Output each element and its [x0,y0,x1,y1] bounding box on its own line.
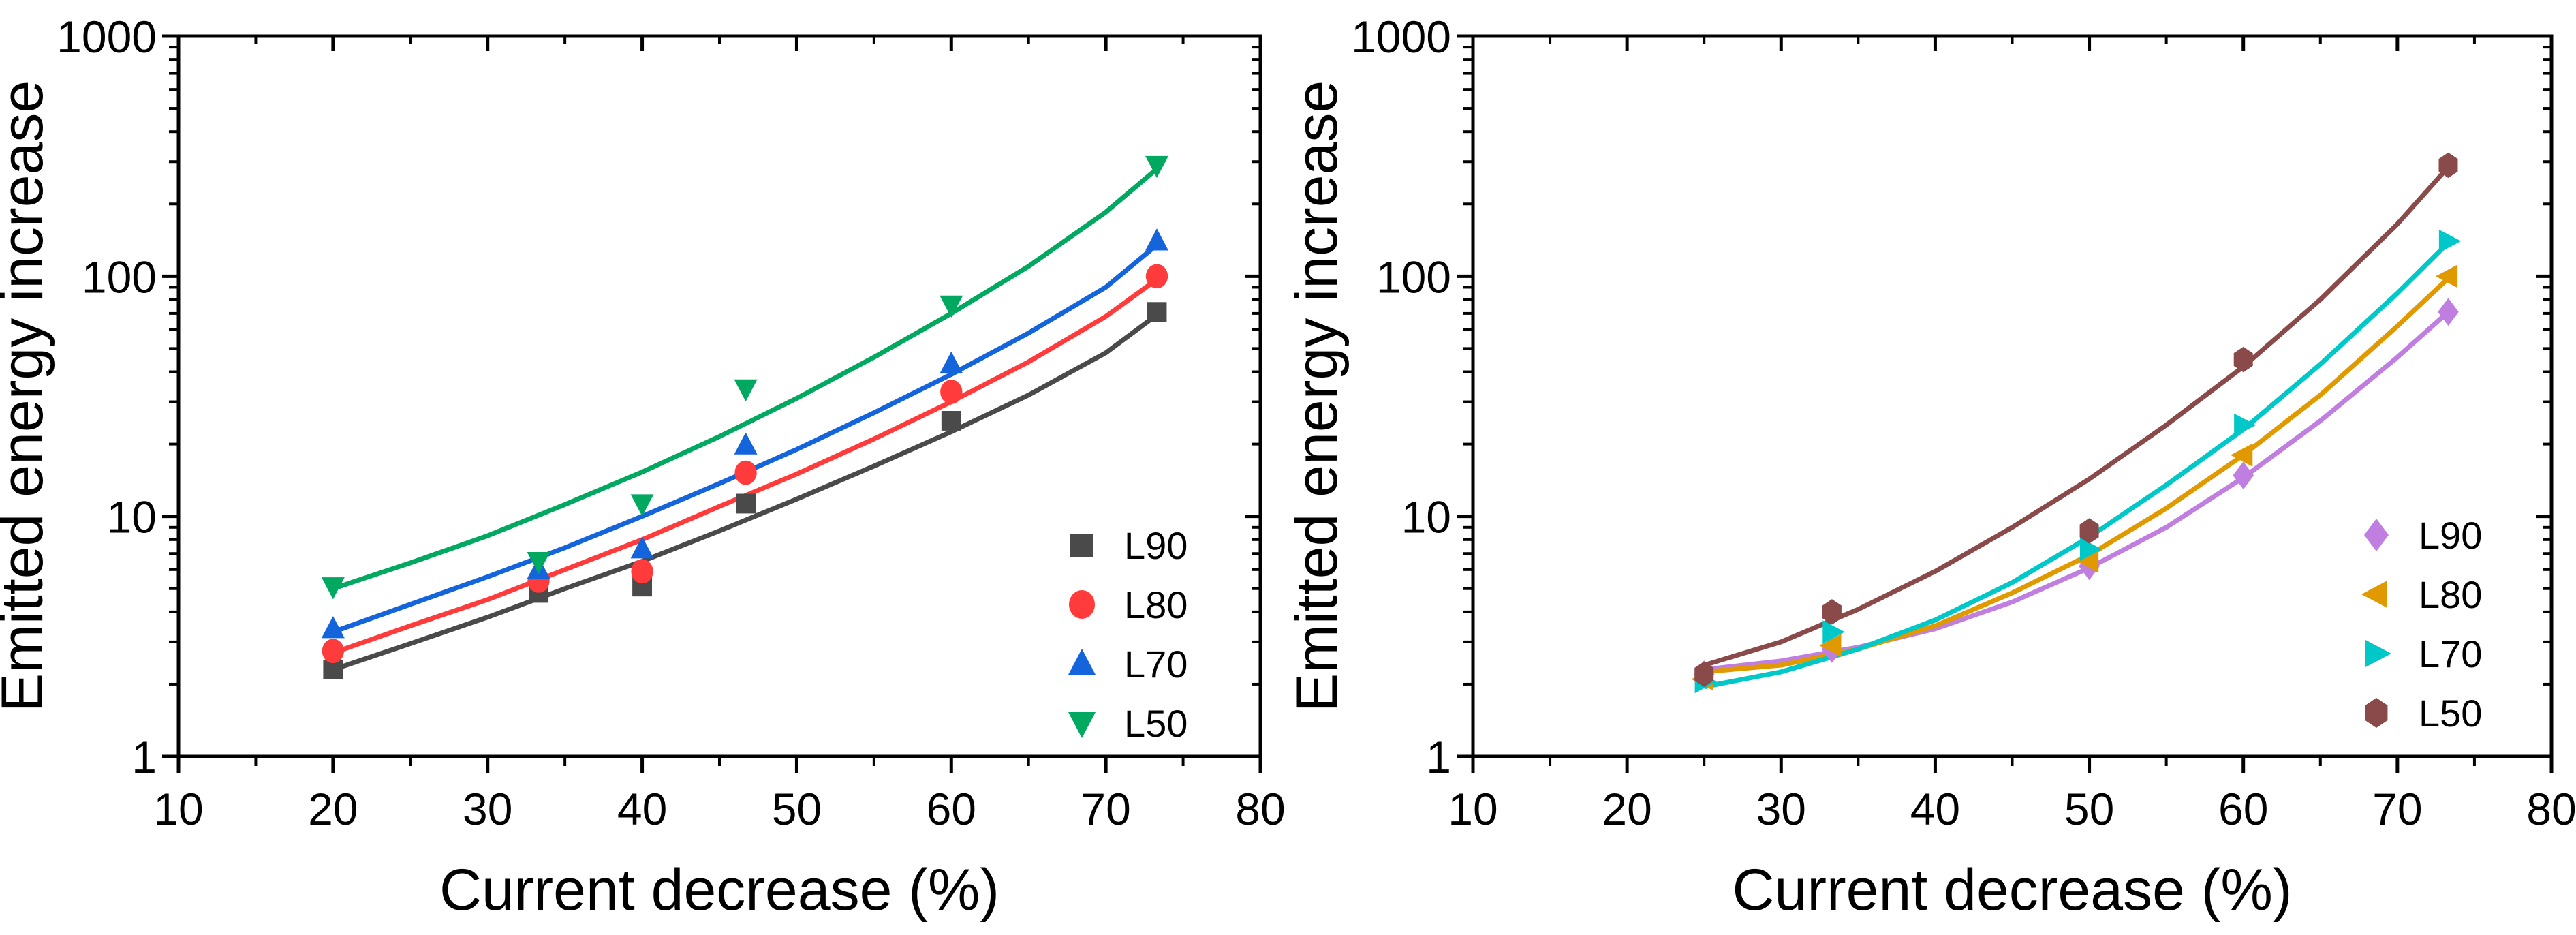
legend-marker-l80 [1069,590,1095,619]
data-point-l50 [1694,661,1714,688]
data-point-l80 [631,559,653,584]
y-tick-label: 10 [107,492,157,542]
legend-marker-l50 [2365,698,2388,728]
data-point-l50 [2233,346,2253,373]
legend-marker-l90 [1070,534,1093,557]
data-point-l70 [734,432,758,455]
data-point-l50 [1145,155,1169,179]
data-point-l70 [2079,537,2102,561]
legend-label: L50 [1124,702,1188,745]
data-point-l80 [734,460,757,485]
data-point-l50 [321,577,345,600]
x-axis-title: Current decrease (%) [1732,857,2292,923]
legend-marker-l80 [2361,581,2387,608]
data-point-l80 [2076,549,2099,573]
x-tick-label: 10 [1448,784,1498,834]
x-tick-label: 60 [927,784,976,834]
plot-frame [1471,34,2554,758]
fit-line-l50 [1703,165,2451,668]
x-tick-label: 70 [2372,784,2422,834]
legend-label: L80 [2419,573,2482,616]
y-tick-label: 100 [1376,251,1451,302]
data-point-l50 [630,494,654,517]
legend-marker-l70 [2365,640,2391,667]
data-point-l90 [2438,298,2459,326]
x-tick-label: 40 [617,784,667,834]
data-point-l70 [2438,229,2462,253]
data-point-l50 [2079,518,2099,544]
data-point-l50 [1822,599,1842,625]
data-point-l80 [1819,634,1842,658]
x-tick-label: 40 [1910,784,1960,834]
y-tick-label: 1 [131,732,157,782]
fit-line-l90 [332,313,1159,672]
y-tick-label: 1000 [57,12,157,62]
x-tick-label: 80 [2526,784,2576,834]
x-tick-label: 20 [308,784,358,834]
legend-marker-l50 [1068,712,1096,738]
data-point-l90 [1147,302,1167,322]
fit-line-l90 [1703,310,2450,673]
fit-line-l70 [1703,241,2450,690]
data-point-l80 [2435,264,2458,288]
legend-label: L50 [2419,692,2482,735]
y-axis-title: Emitted energy increase [1284,80,1350,712]
x-tick-label: 80 [1235,784,1285,834]
data-point-l90 [2233,461,2254,490]
data-point-l50 [734,379,758,402]
y-tick-label: 10 [1401,492,1451,542]
y-tick-label: 100 [82,251,157,302]
data-point-l80 [940,380,963,404]
data-point-l50 [527,551,550,574]
data-point-l90 [736,493,756,514]
legend-label: L70 [1124,643,1188,686]
x-tick-label: 50 [772,784,822,834]
data-point-l70 [1822,620,1845,644]
legend-label: L80 [1124,583,1188,626]
data-point-l90 [941,411,961,431]
data-point-l70 [2234,413,2256,437]
legend-label: L70 [2419,632,2482,675]
fit-line-l80 [1703,276,2450,675]
fit-line-l50 [332,167,1159,592]
data-point-l70 [321,616,345,639]
x-axis-title: Current decrease (%) [439,857,999,923]
x-tick-label: 50 [2064,784,2114,834]
legend-label: L90 [2419,514,2482,557]
data-point-l70 [1145,228,1169,251]
x-tick-label: 70 [1081,784,1130,834]
x-tick-label: 60 [2218,784,2268,834]
legend-marker-l70 [1068,649,1096,675]
x-tick-label: 30 [1756,784,1806,834]
x-tick-label: 30 [463,784,512,834]
data-point-l50 [940,295,963,318]
legend-marker-l90 [2364,519,2389,551]
data-point-l50 [2438,152,2458,179]
x-tick-label: 10 [153,784,203,834]
x-tick-label: 20 [1602,784,1651,834]
data-point-l80 [1145,264,1168,289]
data-point-l80 [322,639,345,664]
legend-label: L90 [1124,524,1188,567]
y-axis-title: Emitted energy increase [0,80,55,712]
fit-line-l70 [332,243,1159,634]
fit-line-l80 [332,277,1159,656]
y-tick-label: 1 [1426,732,1451,782]
data-point-l80 [2231,443,2253,467]
data-point-l70 [630,536,654,559]
y-tick-label: 1000 [1351,12,1451,62]
data-point-l70 [940,351,963,374]
